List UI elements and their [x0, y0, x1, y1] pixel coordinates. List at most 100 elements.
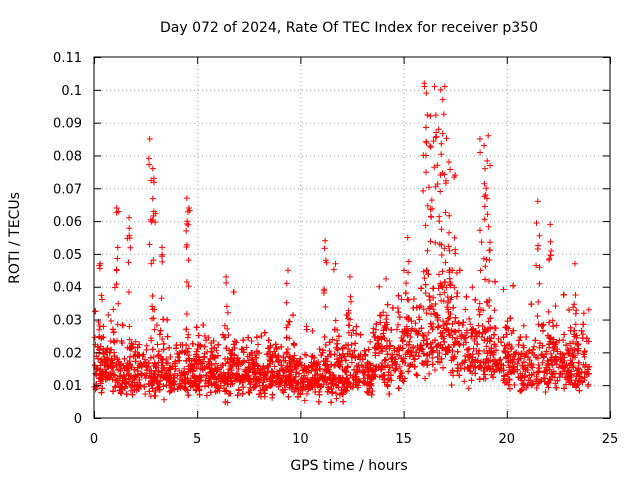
data-point — [316, 392, 322, 398]
data-point — [394, 326, 400, 332]
data-point — [323, 342, 329, 348]
data-point — [561, 292, 567, 298]
data-point — [111, 338, 117, 344]
data-point — [333, 396, 339, 402]
data-point — [246, 390, 252, 396]
data-point — [340, 399, 346, 405]
data-point — [432, 367, 438, 373]
data-point — [517, 334, 523, 340]
data-point — [568, 328, 574, 334]
data-point — [296, 371, 302, 377]
data-point — [367, 339, 373, 345]
data-point — [386, 391, 392, 397]
data-point — [492, 279, 498, 285]
data-point — [110, 326, 116, 332]
data-point — [240, 384, 246, 390]
data-point — [435, 324, 441, 330]
data-point — [411, 296, 417, 302]
data-point — [436, 323, 442, 329]
data-point — [477, 376, 483, 382]
data-point — [196, 333, 202, 339]
data-point — [258, 333, 264, 339]
data-point — [521, 323, 527, 329]
data-point — [385, 376, 391, 382]
data-point — [185, 392, 191, 398]
data-point — [160, 316, 166, 322]
data-points — [92, 80, 593, 405]
data-point — [327, 348, 333, 354]
data-point — [550, 323, 556, 329]
data-point — [501, 287, 507, 293]
data-point — [302, 398, 308, 404]
data-point — [511, 382, 517, 388]
data-point — [385, 302, 391, 308]
data-point — [358, 332, 364, 338]
data-point — [507, 315, 513, 321]
data-point — [110, 306, 116, 312]
data-point — [283, 351, 289, 357]
data-point — [528, 301, 534, 307]
data-point — [105, 312, 111, 318]
data-point — [183, 342, 189, 348]
data-point — [231, 289, 237, 295]
data-point — [521, 359, 527, 365]
data-point — [208, 389, 214, 395]
data-point — [379, 360, 385, 366]
data-point — [553, 303, 559, 309]
data-point — [352, 340, 358, 346]
data-point — [322, 334, 328, 340]
data-point — [215, 342, 221, 348]
data-point — [586, 307, 592, 313]
data-point — [447, 315, 453, 321]
data-point — [390, 305, 396, 311]
data-point — [366, 347, 372, 353]
data-point — [549, 362, 555, 368]
data-point — [117, 362, 123, 368]
data-point — [468, 377, 474, 383]
data-point — [430, 361, 436, 367]
data-point — [166, 345, 172, 351]
data-point — [463, 294, 469, 300]
data-point — [161, 341, 167, 347]
data-point — [353, 324, 359, 330]
data-point — [411, 356, 417, 362]
data-point — [424, 341, 430, 347]
data-point — [303, 352, 309, 358]
data-point — [482, 372, 488, 378]
data-point — [165, 334, 171, 340]
data-point — [273, 341, 279, 347]
data-point — [158, 328, 164, 334]
data-point — [423, 282, 429, 288]
data-point — [270, 392, 276, 398]
data-point — [395, 293, 401, 299]
data-point — [285, 394, 291, 400]
data-point — [144, 343, 150, 349]
data-point — [395, 309, 401, 315]
data-point — [418, 285, 424, 291]
data-point — [128, 388, 134, 394]
data-point — [124, 391, 130, 397]
data-point — [332, 362, 338, 368]
data-point — [235, 392, 241, 398]
data-point — [376, 284, 382, 290]
data-point — [453, 315, 459, 321]
data-point — [304, 391, 310, 397]
data-point — [290, 312, 296, 318]
data-point — [453, 329, 459, 335]
data-point — [466, 316, 472, 322]
data-point — [285, 346, 291, 352]
data-point — [310, 328, 316, 334]
data-point — [99, 385, 105, 391]
data-point — [457, 342, 463, 348]
data-point — [349, 359, 355, 365]
data-point — [383, 276, 389, 282]
data-point — [516, 337, 522, 343]
data-point — [472, 297, 478, 303]
data-point — [151, 354, 157, 360]
data-point — [183, 326, 189, 332]
data-point — [249, 338, 255, 344]
data-point — [152, 393, 158, 399]
data-point — [339, 345, 345, 351]
